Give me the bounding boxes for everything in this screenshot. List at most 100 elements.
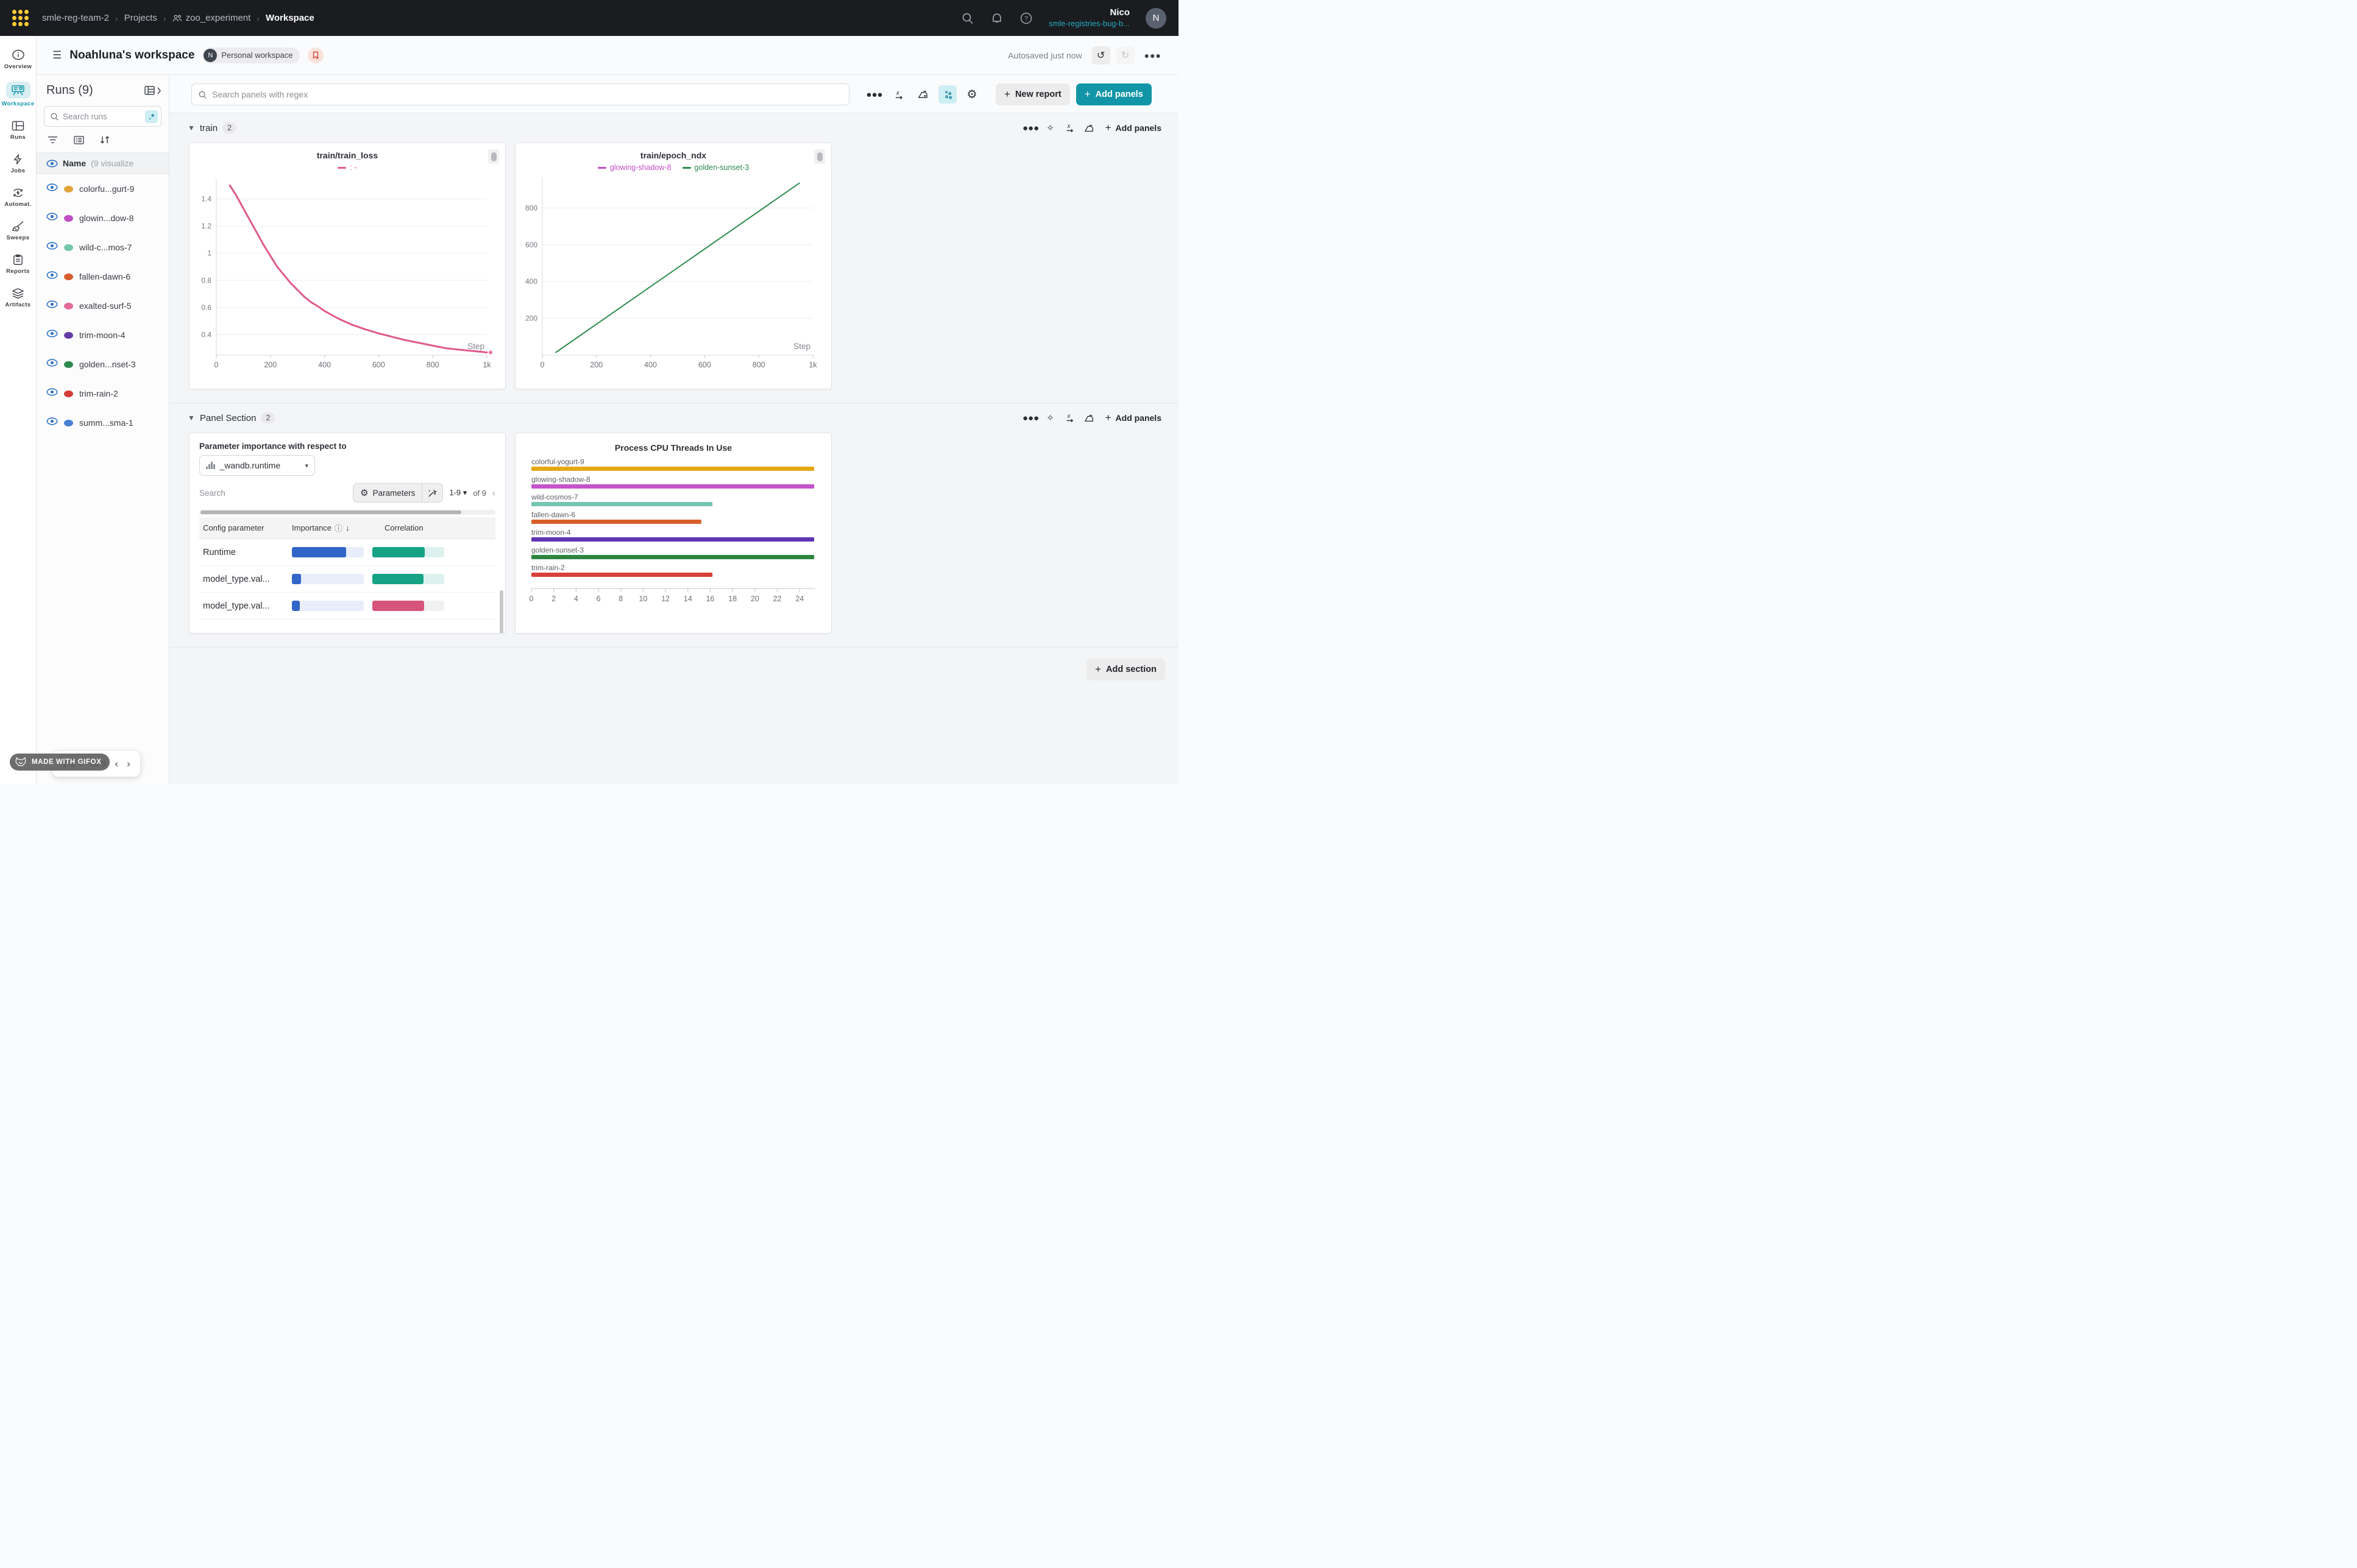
breadcrumb-item-workspace[interactable]: Workspace bbox=[265, 13, 314, 23]
section-sparkle-icon[interactable]: ✧ bbox=[1046, 413, 1054, 423]
clear-workspace-icon[interactable] bbox=[308, 47, 324, 63]
run-name[interactable]: golden...nset-3 bbox=[79, 359, 136, 369]
epoch-ndx-chart[interactable]: 200 400 600 800 0 200 400 600 800 1k Step bbox=[516, 172, 824, 375]
section-x-axis-icon[interactable]: x bbox=[1062, 409, 1079, 426]
run-row[interactable]: colorfu...gurt-9 bbox=[37, 174, 169, 203]
sidebar-item-sweeps[interactable]: Sweeps bbox=[1, 216, 35, 245]
run-row[interactable]: trim-moon-4 bbox=[37, 320, 169, 350]
eye-visible-icon[interactable] bbox=[46, 183, 58, 194]
param-table-row[interactable]: Runtime bbox=[199, 539, 495, 566]
section-sparkle-icon[interactable]: ✧ bbox=[1046, 123, 1054, 133]
column-config-parameter[interactable]: Config parameter bbox=[203, 523, 264, 532]
run-row[interactable]: golden...nset-3 bbox=[37, 350, 169, 379]
run-row[interactable]: glowin...dow-8 bbox=[37, 203, 169, 233]
info-icon[interactable]: ⓘ bbox=[335, 524, 343, 533]
add-panels-button[interactable]: + Add panels bbox=[1076, 83, 1152, 105]
section-more-icon[interactable]: ●●● bbox=[1023, 412, 1040, 423]
runs-search-input[interactable] bbox=[63, 111, 142, 121]
settings-gear-icon[interactable]: ⚙ bbox=[966, 88, 977, 101]
param-table-row[interactable]: model_type.val... bbox=[199, 566, 495, 593]
sidebar-item-reports[interactable]: Reports bbox=[1, 249, 35, 279]
section-iron-icon[interactable] bbox=[1081, 409, 1098, 426]
cpu-threads-chart[interactable]: colorful-yogurt-9 glowing-shadow-8 wild-co… bbox=[516, 454, 824, 624]
metric-dropdown[interactable]: _wandb.runtime ▾ bbox=[199, 455, 315, 476]
eye-visible-icon[interactable] bbox=[46, 300, 58, 311]
run-name[interactable]: trim-rain-2 bbox=[79, 389, 118, 398]
column-importance[interactable]: Importance bbox=[292, 523, 332, 532]
magic-wand-button[interactable] bbox=[422, 484, 442, 502]
section-x-axis-icon[interactable]: x bbox=[1062, 119, 1079, 136]
x-axis-settings-icon[interactable]: x bbox=[890, 85, 908, 104]
eye-visible-icon[interactable] bbox=[46, 417, 58, 428]
eye-visible-icon[interactable] bbox=[46, 271, 58, 282]
collapse-section-icon[interactable]: ▼ bbox=[188, 124, 195, 132]
group-list-icon[interactable] bbox=[74, 135, 84, 147]
new-report-button[interactable]: + New report bbox=[996, 83, 1070, 105]
regex-toggle[interactable]: .* bbox=[145, 110, 158, 123]
run-row[interactable]: trim-rain-2 bbox=[37, 379, 169, 408]
run-name[interactable]: summ...sma-1 bbox=[79, 418, 133, 428]
expand-runs-table-button[interactable] bbox=[144, 85, 161, 96]
run-name[interactable]: glowin...dow-8 bbox=[79, 213, 134, 223]
pagination-prev-icon[interactable]: ‹ bbox=[115, 758, 119, 769]
param-table-row[interactable]: model_type.val... bbox=[199, 593, 495, 620]
avatar[interactable]: N bbox=[1146, 7, 1166, 29]
toolbar-more-icon[interactable]: ●●● bbox=[866, 89, 883, 100]
panel-search-input[interactable] bbox=[212, 90, 843, 99]
collapse-section-icon[interactable]: ▼ bbox=[188, 414, 195, 422]
help-icon[interactable]: ? bbox=[1019, 12, 1033, 25]
undo-button[interactable]: ↺ bbox=[1091, 46, 1110, 65]
run-name[interactable]: trim-moon-4 bbox=[79, 330, 126, 340]
panel-cpu-threads[interactable]: Process CPU Threads In Use colorful-yogu… bbox=[515, 433, 832, 634]
run-row[interactable]: summ...sma-1 bbox=[37, 408, 169, 437]
eye-visible-icon[interactable] bbox=[46, 359, 58, 370]
user-menu[interactable]: Nico smle-registries-bug-b... bbox=[1049, 7, 1130, 29]
filter-icon[interactable] bbox=[48, 136, 58, 147]
panel-train-loss[interactable]: train/train_loss : - 0.4 0.6 0.8 1 1.2 1.4 0 20… bbox=[189, 143, 506, 389]
panel-drag-handle-icon[interactable] bbox=[488, 149, 499, 164]
panel-drag-handle-icon[interactable] bbox=[814, 149, 825, 164]
user-team-link[interactable]: smle-registries-bug-b... bbox=[1049, 18, 1130, 28]
run-row[interactable]: exalted-surf-5 bbox=[37, 291, 169, 320]
sidebar-item-overview[interactable]: Overview bbox=[1, 44, 35, 74]
eye-visible-icon[interactable] bbox=[46, 330, 58, 341]
vertical-scrollbar[interactable] bbox=[500, 590, 503, 633]
sort-icon[interactable] bbox=[100, 135, 110, 147]
sort-desc-icon[interactable]: ↓ bbox=[346, 523, 350, 532]
breadcrumb-item-zoo_experiment[interactable]: zoo_experiment bbox=[172, 13, 250, 23]
panel-epoch-ndx[interactable]: train/epoch_ndx glowing-shadow-8 golden-s… bbox=[515, 143, 832, 389]
smoothing-iron-icon[interactable] bbox=[914, 85, 932, 104]
pagination-prev-icon[interactable]: ‹ bbox=[492, 487, 495, 498]
run-name[interactable]: exalted-surf-5 bbox=[79, 301, 132, 311]
runs-search-field[interactable]: .* bbox=[44, 106, 161, 127]
panel-search-field[interactable] bbox=[191, 83, 849, 105]
section-add-panels-button[interactable]: + Add panels bbox=[1105, 412, 1161, 423]
redo-button[interactable]: ↻ bbox=[1116, 46, 1135, 65]
sidebar-item-automat[interactable]: Automat. bbox=[1, 182, 35, 212]
breadcrumb-item-projects[interactable]: Projects bbox=[124, 13, 157, 23]
parameters-filter-button[interactable]: ⚙ Parameters bbox=[360, 488, 416, 498]
run-row[interactable]: fallen-dawn-6 bbox=[37, 262, 169, 291]
run-name[interactable]: colorfu...gurt-9 bbox=[79, 184, 135, 194]
workspace-more-menu[interactable]: ●●● bbox=[1144, 50, 1161, 60]
notifications-bell-icon[interactable] bbox=[990, 12, 1004, 25]
run-row[interactable]: wild-c...mos-7 bbox=[37, 233, 169, 262]
eye-visible-icon[interactable] bbox=[46, 242, 58, 253]
param-search-input[interactable]: Search bbox=[199, 488, 225, 498]
panel-parameter-importance[interactable]: Parameter importance with respect to _wa… bbox=[189, 433, 506, 634]
menu-hamburger-icon[interactable]: ☰ bbox=[52, 49, 62, 61]
column-correlation[interactable]: Correlation bbox=[385, 523, 424, 532]
wandb-logo-icon[interactable] bbox=[12, 10, 29, 26]
add-section-button[interactable]: + Add section bbox=[1086, 659, 1165, 680]
runs-table-header[interactable]: Name (9 visualize bbox=[37, 152, 169, 174]
horizontal-scrollbar[interactable] bbox=[199, 510, 495, 515]
outliers-toggle-icon[interactable] bbox=[938, 85, 957, 104]
sidebar-item-workspace[interactable]: Workspace bbox=[1, 78, 35, 111]
run-name[interactable]: fallen-dawn-6 bbox=[79, 272, 131, 281]
breadcrumb-item-smle-reg-team-2[interactable]: smle-reg-team-2 bbox=[42, 13, 110, 23]
section-add-panels-button[interactable]: + Add panels bbox=[1105, 122, 1161, 133]
eye-visible-icon[interactable] bbox=[46, 213, 58, 224]
search-icon[interactable] bbox=[961, 12, 974, 25]
eye-visible-icon[interactable] bbox=[46, 388, 58, 399]
train-loss-chart[interactable]: 0.4 0.6 0.8 1 1.2 1.4 0 200 400 600 800 1k Step bbox=[190, 172, 498, 375]
